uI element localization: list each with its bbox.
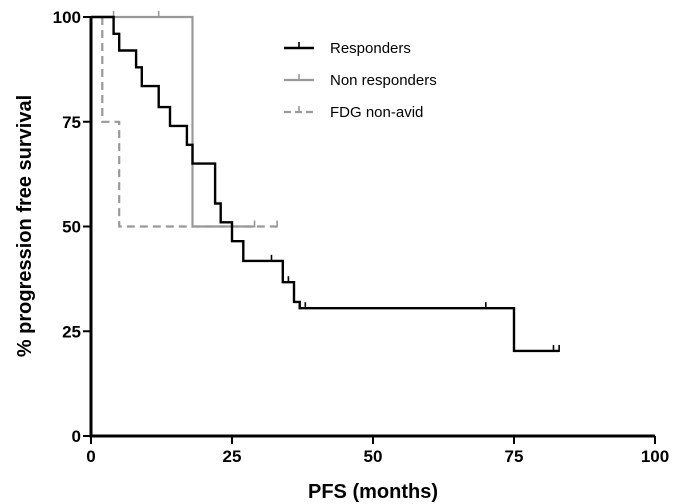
legend-label-0: Responders xyxy=(330,40,411,57)
y-tick-label-2: 50 xyxy=(62,218,81,237)
legend-label-1: Non responders xyxy=(330,72,437,89)
x-tick-label-0: 0 xyxy=(86,447,95,466)
series-layer xyxy=(91,11,560,353)
x-tick-label-3: 75 xyxy=(505,447,524,466)
x-tick-label-1: 25 xyxy=(223,447,242,466)
series-line-0 xyxy=(91,15,560,353)
series-2 xyxy=(101,17,278,228)
series-line-1 xyxy=(91,15,255,228)
legend-item-1: Non responders xyxy=(284,72,437,89)
x-axis-title: PFS (months) xyxy=(308,481,438,503)
series-0 xyxy=(91,15,560,353)
y-tick-label-0: 0 xyxy=(72,427,81,446)
y-tick-label-1: 25 xyxy=(62,322,81,341)
legend-label-2: FDG non-avid xyxy=(330,104,423,121)
y-tick-label-4: 100 xyxy=(53,8,81,27)
x-tick-label-4: 100 xyxy=(641,447,669,466)
legend: Responders Non responders FDG non-avid xyxy=(284,40,437,121)
y-tick-label-3: 75 xyxy=(62,113,81,132)
legend-item-0: Responders xyxy=(284,40,411,57)
series-1 xyxy=(91,11,256,228)
series-line-2 xyxy=(101,17,278,228)
y-axis-title: % progression free survival xyxy=(14,95,36,357)
ticks: 0 25 50 75 100 0 25 50 75 100 xyxy=(53,8,670,466)
legend-item-2: FDG non-avid xyxy=(284,104,423,121)
x-tick-label-2: 50 xyxy=(364,447,383,466)
